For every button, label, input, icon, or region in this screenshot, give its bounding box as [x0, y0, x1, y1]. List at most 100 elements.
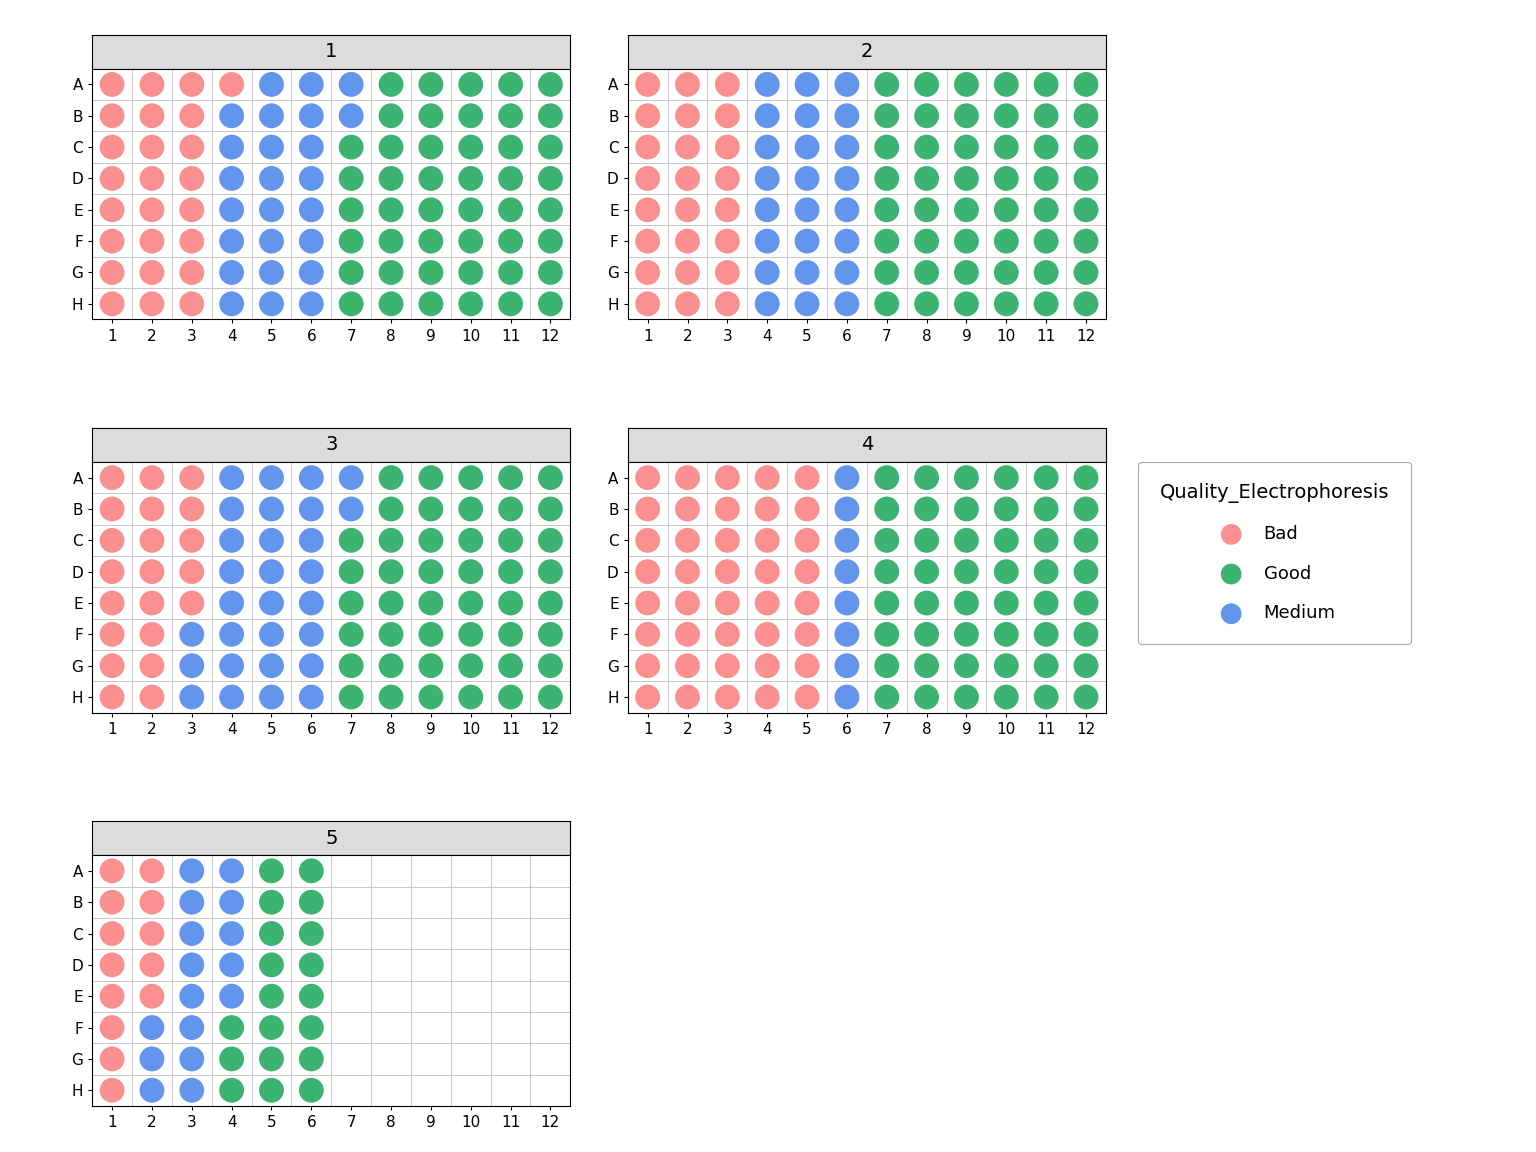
Point [676, 626, 700, 644]
Point [260, 893, 284, 911]
Point [379, 562, 404, 581]
Point [458, 593, 482, 612]
Point [994, 593, 1018, 612]
Point [538, 75, 562, 93]
Point [794, 138, 819, 157]
Point [636, 75, 660, 93]
Point [794, 688, 819, 706]
Point [458, 295, 482, 313]
Point [1034, 562, 1058, 581]
Point [260, 1081, 284, 1099]
Point [834, 169, 859, 188]
Point [220, 626, 244, 644]
Point [300, 593, 324, 612]
Point [419, 562, 444, 581]
Point [1034, 200, 1058, 219]
Point [636, 169, 660, 188]
Point [100, 1018, 124, 1037]
Point [458, 562, 482, 581]
Point [300, 500, 324, 518]
Point [994, 626, 1018, 644]
Point [834, 593, 859, 612]
Point [914, 688, 938, 706]
Point [754, 562, 779, 581]
Point [994, 500, 1018, 518]
Point [914, 138, 938, 157]
Point [140, 1049, 164, 1068]
Point [100, 657, 124, 675]
Point [1074, 200, 1098, 219]
Point [300, 200, 324, 219]
Point [100, 1081, 124, 1099]
Point [300, 626, 324, 644]
Point [538, 264, 562, 282]
Point [180, 531, 204, 550]
Point [874, 264, 899, 282]
Point [716, 562, 740, 581]
Point [1074, 593, 1098, 612]
Point [180, 1081, 204, 1099]
Point [914, 106, 938, 124]
Point [379, 106, 404, 124]
Point [180, 106, 204, 124]
Point [180, 138, 204, 157]
Point [1034, 531, 1058, 550]
Point [220, 593, 244, 612]
Point [220, 956, 244, 975]
Point [100, 593, 124, 612]
Point [794, 469, 819, 487]
Point [874, 169, 899, 188]
Point [994, 469, 1018, 487]
Point [100, 469, 124, 487]
Point [954, 138, 978, 157]
Point [834, 106, 859, 124]
Point [994, 138, 1018, 157]
Point [140, 264, 164, 282]
Point [954, 626, 978, 644]
Point [1034, 264, 1058, 282]
Point [994, 169, 1018, 188]
Point [794, 106, 819, 124]
Point [994, 531, 1018, 550]
Point [954, 295, 978, 313]
Point [754, 626, 779, 644]
Point [260, 657, 284, 675]
Point [914, 626, 938, 644]
Point [1074, 138, 1098, 157]
Point [220, 531, 244, 550]
Point [794, 232, 819, 250]
Point [994, 264, 1018, 282]
Point [1074, 626, 1098, 644]
Point [1074, 469, 1098, 487]
Point [180, 893, 204, 911]
Point [794, 200, 819, 219]
Point [180, 200, 204, 219]
Point [180, 500, 204, 518]
Point [140, 987, 164, 1006]
Point [874, 562, 899, 581]
Point [458, 200, 482, 219]
Point [260, 1018, 284, 1037]
Point [180, 657, 204, 675]
Point [1034, 232, 1058, 250]
Point [458, 169, 482, 188]
Point [754, 200, 779, 219]
Point [716, 657, 740, 675]
Point [1074, 562, 1098, 581]
Point [339, 75, 364, 93]
Point [260, 232, 284, 250]
Point [300, 1049, 324, 1068]
Point [716, 106, 740, 124]
Point [994, 106, 1018, 124]
Point [458, 106, 482, 124]
Point [834, 200, 859, 219]
Point [834, 657, 859, 675]
Point [994, 688, 1018, 706]
Point [754, 688, 779, 706]
Point [636, 106, 660, 124]
Point [834, 264, 859, 282]
Point [1074, 169, 1098, 188]
Point [140, 75, 164, 93]
Point [794, 264, 819, 282]
Point [379, 169, 404, 188]
